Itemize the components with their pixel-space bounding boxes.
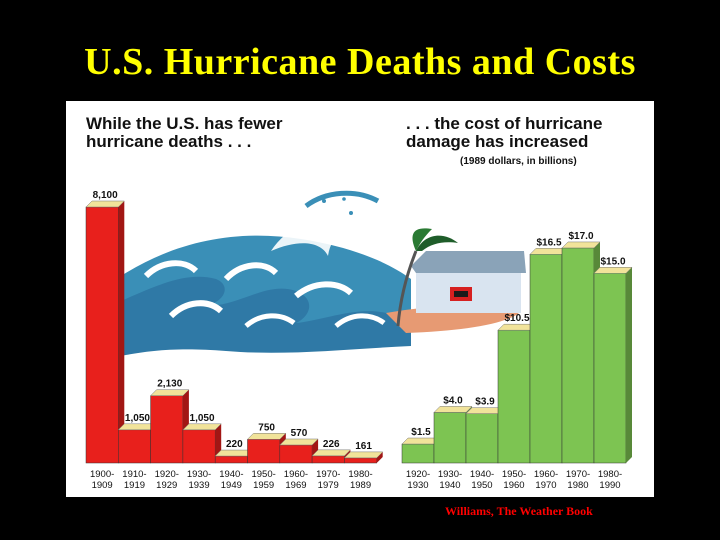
cost-category-label: 1960- [534,469,558,480]
deaths-bar-top [182,423,222,431]
deaths-bar [150,395,184,464]
cost-value-label: $1.5 [411,427,431,438]
cost-category-label: 1990 [599,480,620,491]
source-credit: Williams, The Weather Book [445,504,593,518]
cost-category-label: 1980 [567,480,588,491]
cost-bar [561,247,595,464]
deaths-category-label: 1939 [188,480,209,491]
cost-value-label: $4.0 [443,395,463,406]
cost-bar-side [626,267,632,463]
cost-bar-top [433,406,473,413]
cost-bar [465,413,499,464]
cost-category-label: 1950- [502,469,526,480]
right-chart-subheading: (1989 dollars, in billions) [460,156,577,167]
deaths-value-label: 1,050 [190,413,215,424]
deaths-bar-top [85,200,125,208]
cost-category-label: 1970- [566,469,590,480]
cost-value-label: $3.9 [475,397,495,408]
right-chart-heading: . . . the cost of hurricane damage has i… [406,114,603,151]
cost-category-label: 1940 [439,480,460,491]
deaths-bar-chart: 8,1001900-19091,0501910-19192,1301920-19… [85,190,384,491]
deaths-category-label: 1970- [316,469,340,480]
deaths-category-label: 1979 [318,480,339,491]
deaths-value-label: 161 [355,441,372,452]
deaths-category-label: 1960- [284,469,308,480]
cost-value-label: $10.5 [504,313,529,324]
cost-category-label: 1970 [535,480,556,491]
deaths-bar-top [311,449,352,457]
cost-category-label: 1930- [438,469,462,480]
cost-category-label: 1960 [503,480,524,491]
deaths-bar-side [118,201,125,463]
deaths-bar-top [149,389,190,396]
deaths-bar [279,444,313,464]
cost-bar [497,329,531,464]
deaths-category-label: 1980- [348,469,372,480]
cost-category-label: 1950 [471,480,492,491]
house-illustration [386,228,526,333]
cost-category-label: 1930 [407,480,428,491]
cost-category-label: 1980- [598,469,622,480]
cost-bar-top [593,267,633,274]
cost-value-label: $16.5 [536,237,561,248]
deaths-value-label: 220 [226,439,243,450]
deaths-category-label: 1930- [187,469,211,480]
deaths-category-label: 1920- [155,469,179,480]
infographic-svg: 8,1001900-19091,0501910-19192,1301920-19… [85,190,633,491]
cost-bar-chart: $1.5 1920-1930 $4.0 1930-1940 $3.9 1940-1950 $… [401,231,633,491]
deaths-category-label: 1900- [90,469,114,480]
deaths-value-label: 226 [323,439,340,450]
cost-bar [433,412,467,464]
deaths-bar-top [279,438,319,446]
cost-bar [401,443,435,464]
infographic-panel: 8,100 1900- 1909 1,050 1910- 1919 2,130 1920- 19… [66,101,654,497]
cost-value-label: $15.0 [600,256,625,267]
deaths-category-label: 1969 [285,480,306,491]
deaths-value-label: 750 [258,422,275,433]
deaths-category-label: 1940- [219,469,243,480]
left-chart-heading: While the U.S. has fewer hurricane death… [86,114,283,151]
deaths-bar [118,429,151,464]
cost-category-label: 1920- [406,469,430,480]
deaths-bar [182,429,216,464]
deaths-value-label: 1,050 [125,413,150,424]
cost-bar [529,254,563,464]
deaths-value-label: 570 [291,428,308,439]
cost-bar [593,273,627,464]
deaths-value-label: 2,130 [157,379,182,390]
cost-category-label: 1940- [470,469,494,480]
deaths-bar [214,455,248,464]
deaths-category-label: 1949 [221,480,242,491]
deaths-category-label: 1919 [124,480,145,491]
deaths-category-label: 1909 [92,480,113,491]
deaths-category-label: 1959 [253,480,274,491]
cost-bar-top [561,241,601,249]
deaths-bar [311,455,345,464]
deaths-category-label: 1950- [251,469,275,480]
deaths-value-label: 8,100 [93,190,118,201]
deaths-bar [247,439,281,464]
cost-value-label: $17.0 [568,231,593,242]
deaths-bar-top [343,451,384,459]
deaths-category-label: 1929 [156,480,177,491]
deaths-category-label: 1989 [350,480,371,491]
deaths-bar [344,457,377,464]
deaths-bar-side [376,451,383,463]
deaths-category-label: 1910- [122,469,146,480]
slide-title: U.S. Hurricane Deaths and Costs [84,41,636,83]
wave-illustration [121,190,411,356]
deaths-bar-top [246,433,287,440]
deaths-bar [85,206,119,464]
